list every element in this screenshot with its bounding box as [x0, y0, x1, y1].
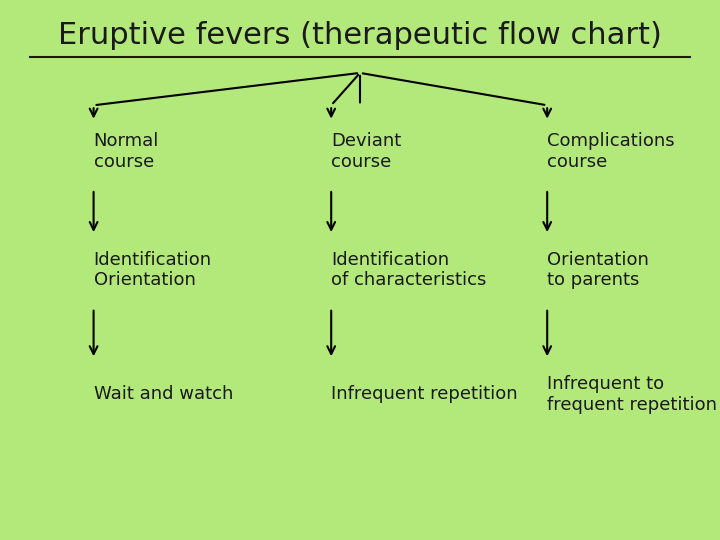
- Text: Eruptive fevers (therapeutic flow chart): Eruptive fevers (therapeutic flow chart): [58, 21, 662, 50]
- Text: Orientation
to parents: Orientation to parents: [547, 251, 649, 289]
- Text: Deviant
course: Deviant course: [331, 132, 402, 171]
- Text: Wait and watch: Wait and watch: [94, 385, 233, 403]
- Text: Infrequent to
frequent repetition: Infrequent to frequent repetition: [547, 375, 717, 414]
- Text: Infrequent repetition: Infrequent repetition: [331, 385, 518, 403]
- Text: Identification
of characteristics: Identification of characteristics: [331, 251, 487, 289]
- Text: Identification
Orientation: Identification Orientation: [94, 251, 212, 289]
- Text: Normal
course: Normal course: [94, 132, 159, 171]
- Text: Complications
course: Complications course: [547, 132, 675, 171]
